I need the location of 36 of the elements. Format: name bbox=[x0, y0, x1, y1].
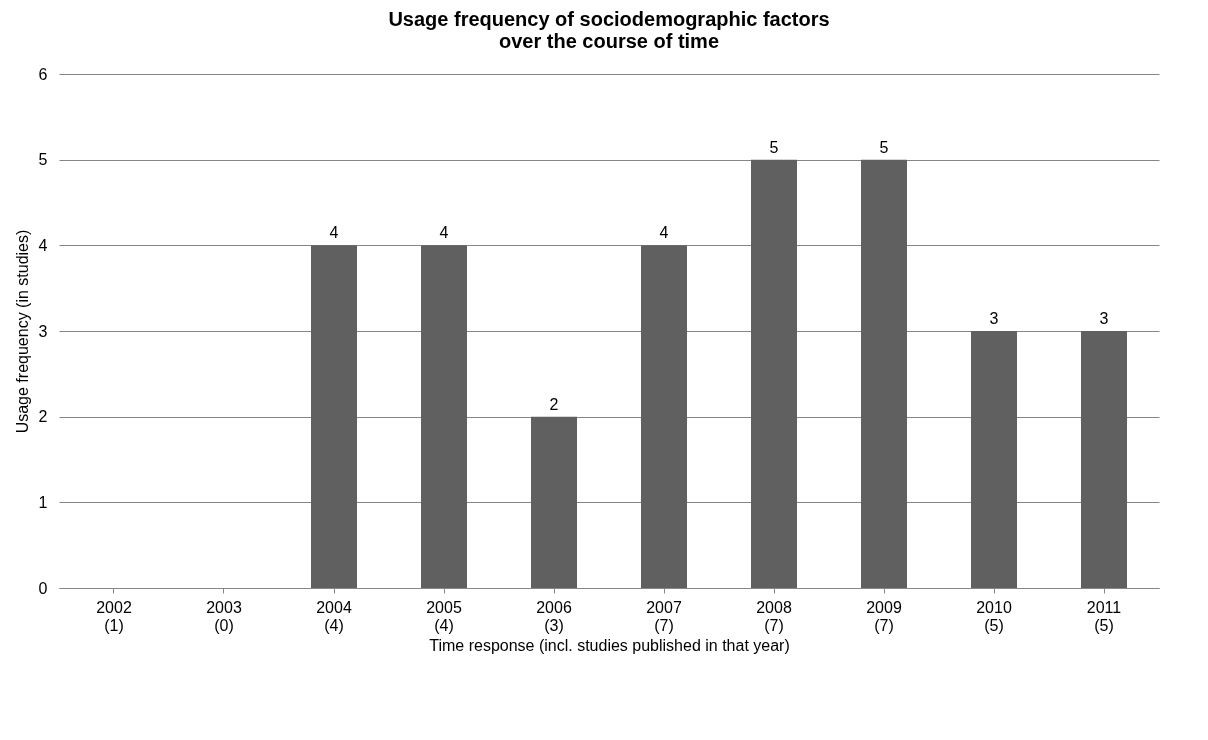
y-tick-label: 3 bbox=[38, 322, 48, 340]
y-tick-label: 2 bbox=[38, 408, 48, 426]
data-label: 4 bbox=[329, 224, 339, 242]
y-tick-label: 4 bbox=[38, 236, 48, 254]
x-tick-label: 2004 (4) bbox=[316, 598, 352, 634]
x-tick-label: 2006 (3) bbox=[536, 598, 572, 634]
y-axis-title: Usage frequency (in studies) bbox=[13, 229, 31, 434]
y-tick-label: 5 bbox=[38, 151, 48, 169]
y-tick-label: 1 bbox=[38, 493, 48, 511]
y-tick-label: 6 bbox=[38, 65, 48, 83]
data-label: 3 bbox=[1099, 310, 1109, 327]
bar bbox=[1081, 331, 1127, 588]
x-tick-label: 2008 (7) bbox=[756, 598, 792, 634]
data-label: 5 bbox=[879, 138, 889, 156]
data-label: 4 bbox=[439, 224, 449, 242]
bar bbox=[311, 245, 357, 588]
x-tick-label: 2009 (7) bbox=[866, 598, 902, 634]
bar bbox=[531, 416, 577, 588]
x-tick-label: 2002 (1) bbox=[96, 598, 132, 634]
chart-title: Usage frequency of sociodemographic factors over the course of time bbox=[388, 8, 830, 52]
x-tick-label: 2003 (0) bbox=[206, 598, 242, 634]
x-tick-label: 2005 (4) bbox=[426, 598, 462, 634]
data-label: 4 bbox=[659, 224, 669, 242]
bar bbox=[641, 245, 687, 588]
x-tick-label: 2010 (5) bbox=[976, 598, 1012, 634]
y-tick-label: 0 bbox=[38, 579, 48, 597]
x-tick-label: 2011 (5) bbox=[1086, 598, 1122, 634]
data-label: 3 bbox=[989, 310, 999, 327]
x-axis-title: Time response (incl. studies published in that year) bbox=[429, 636, 790, 654]
bar bbox=[861, 159, 907, 588]
bar bbox=[421, 245, 467, 588]
data-label: 2 bbox=[549, 395, 559, 413]
bar bbox=[971, 331, 1017, 588]
bar bbox=[751, 159, 797, 588]
data-label: 5 bbox=[769, 138, 779, 156]
x-tick-label: 2007 (7) bbox=[646, 598, 682, 634]
